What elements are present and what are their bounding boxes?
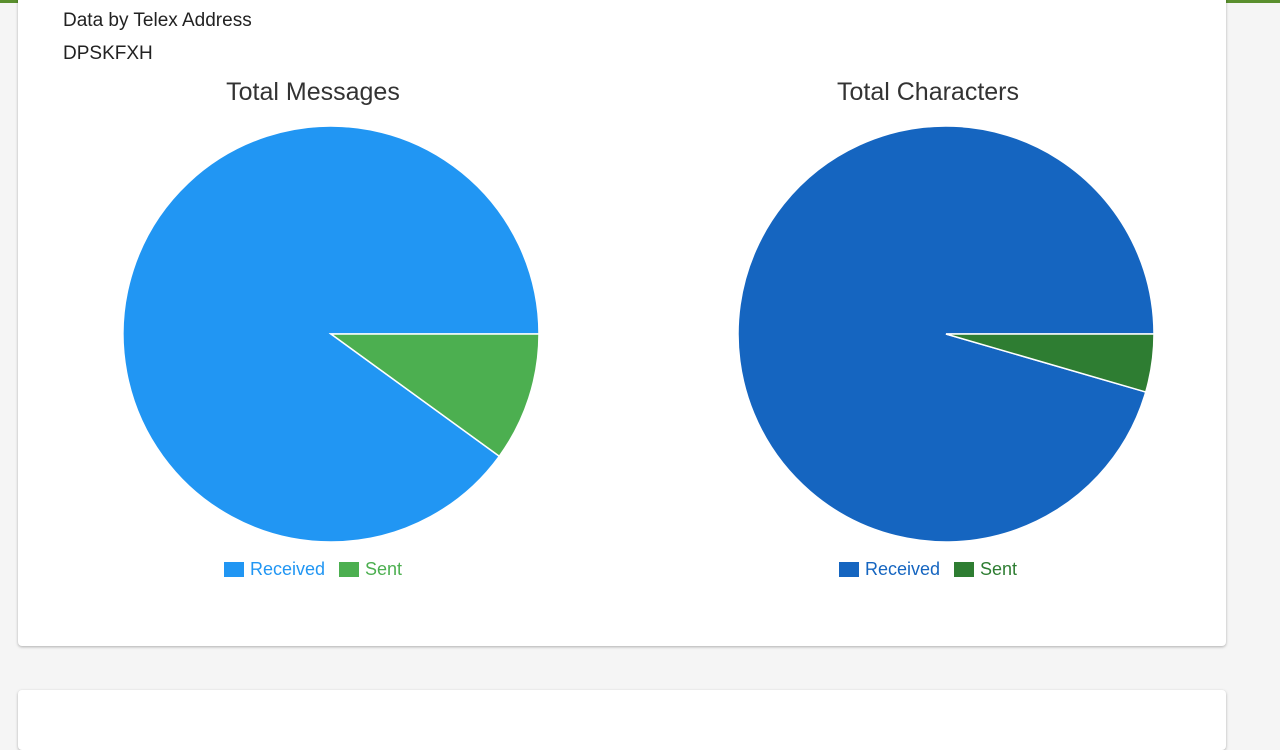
legend-label: Sent: [365, 559, 403, 579]
chart-total-characters: Total Characters Received Sent: [648, 78, 1208, 598]
legend-item-received[interactable]: Received: [838, 559, 940, 580]
legend-label: Sent: [980, 559, 1018, 579]
pie-slice-sent[interactable]: [328, 333, 540, 458]
chart-title: Total Characters: [836, 78, 1020, 106]
legend-item-received[interactable]: Received: [223, 559, 325, 580]
legend-swatch: [838, 562, 859, 577]
telex-address: DPSKFXH: [63, 43, 153, 64]
legend-swatch: [339, 562, 359, 577]
legend-item-sent[interactable]: Sent: [954, 559, 1017, 580]
pie-chart: [737, 125, 1155, 543]
legend-swatch: [954, 562, 974, 577]
legend-item-sent[interactable]: Sent: [339, 559, 402, 580]
chart-legend: Received Sent: [648, 559, 1208, 580]
pie-chart: [122, 125, 540, 543]
chart-total-messages: Total Messages Received Sent: [33, 78, 593, 598]
legend-swatch: [223, 562, 244, 577]
section-title: Data by Telex Address: [63, 10, 252, 31]
chart-legend: Received Sent: [33, 559, 593, 580]
legend-label: Received: [249, 559, 325, 579]
legend-label: Received: [864, 559, 940, 579]
chart-title: Total Messages: [226, 78, 400, 106]
next-card: [18, 690, 1226, 750]
telex-address-card: Data by Telex Address DPSKFXH Total Mess…: [18, 0, 1226, 646]
pie-slice-sent[interactable]: [945, 333, 1155, 393]
